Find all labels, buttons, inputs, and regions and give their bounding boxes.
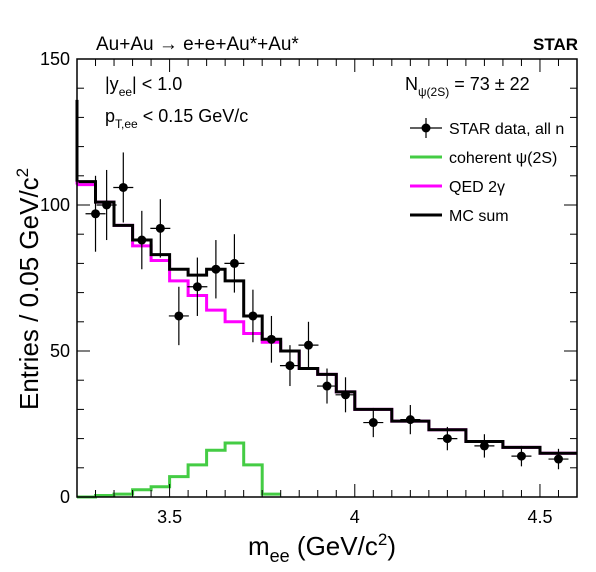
data-point <box>474 434 495 458</box>
data-point-marker <box>248 311 258 321</box>
legend-label: coherent ψ(2S) <box>449 150 557 167</box>
data-point-marker <box>405 415 415 425</box>
svg-text:mee (GeV/c2): mee (GeV/c2) <box>248 530 396 566</box>
data-point-marker <box>91 209 101 219</box>
data-point-marker <box>192 282 202 292</box>
data-point <box>279 345 300 387</box>
data-point-marker <box>303 340 313 350</box>
data-point <box>548 448 569 470</box>
data-point-marker <box>479 441 489 451</box>
legend-label: MC sum <box>449 208 509 225</box>
data-point-marker <box>229 258 239 268</box>
data-point <box>511 445 532 467</box>
x-tick-label: 4.5 <box>527 507 552 527</box>
data-point-marker <box>137 235 147 245</box>
chart-process-title: Au+Au → e+e+Au*+Au* <box>96 34 299 55</box>
data-point <box>85 175 106 252</box>
y-tick-label: 0 <box>60 487 70 507</box>
data-points-layer <box>85 152 569 470</box>
data-point-marker <box>266 334 276 344</box>
legend-label: STAR data, all n <box>449 121 564 138</box>
legend-item-mc-sum: MC sum <box>410 208 509 225</box>
data-point-marker <box>341 390 351 400</box>
data-point <box>363 407 384 438</box>
x-tick-label: 4 <box>350 507 360 527</box>
y-tick-label: 150 <box>40 49 70 69</box>
x-tick-label: 3.5 <box>157 507 182 527</box>
data-point <box>242 289 263 343</box>
data-point <box>205 240 226 299</box>
data-point-marker <box>118 182 128 192</box>
data-point-marker <box>442 434 452 444</box>
data-point <box>96 169 117 241</box>
data-point-marker <box>516 451 526 461</box>
data-point <box>187 257 208 316</box>
data-point-marker <box>285 361 295 371</box>
data-point-marker <box>553 454 563 464</box>
y-tick-label: 50 <box>50 341 70 361</box>
data-point <box>113 152 134 223</box>
legend-item-qed-2: QED 2γ <box>410 179 505 196</box>
data-point-marker <box>174 311 184 321</box>
data-point <box>437 426 458 451</box>
legend: STAR data, all n coherent ψ(2S) QED 2γ MC s… <box>410 118 564 225</box>
svg-text:Entries / 0.05 GeV/c2: Entries / 0.05 GeV/c2 <box>13 168 44 410</box>
y-tick-label: 100 <box>40 195 70 215</box>
data-point-marker <box>322 381 332 391</box>
legend-label: QED 2γ <box>449 179 505 196</box>
legend-item-star-data-all-n: STAR data, all n <box>410 118 564 138</box>
data-point <box>131 210 152 270</box>
data-point-marker <box>368 418 378 428</box>
data-point <box>298 321 319 369</box>
plot-area: 3.5 4 4.5 0 50 100 150 <box>40 49 578 527</box>
data-point <box>335 377 356 413</box>
data-point-marker <box>211 264 221 274</box>
legend-item-coherent-2s: coherent ψ(2S) <box>410 150 557 167</box>
data-point <box>150 199 171 258</box>
data-point-marker <box>102 200 112 210</box>
x-axis-title: mee (GeV/c2) <box>248 530 396 566</box>
data-point <box>261 315 282 363</box>
y-axis-title: Entries / 0.05 GeV/c2 <box>13 168 44 410</box>
data-point <box>317 368 337 404</box>
data-point <box>224 234 245 293</box>
plot-frame <box>76 58 578 498</box>
experiment-label: STAR <box>533 35 578 54</box>
axis-layer: 3.5 4 4.5 0 50 100 150 <box>40 49 578 527</box>
data-point-marker <box>155 223 165 233</box>
legend-marker-point <box>421 123 431 133</box>
data-point <box>168 286 189 346</box>
data-point <box>400 405 421 435</box>
